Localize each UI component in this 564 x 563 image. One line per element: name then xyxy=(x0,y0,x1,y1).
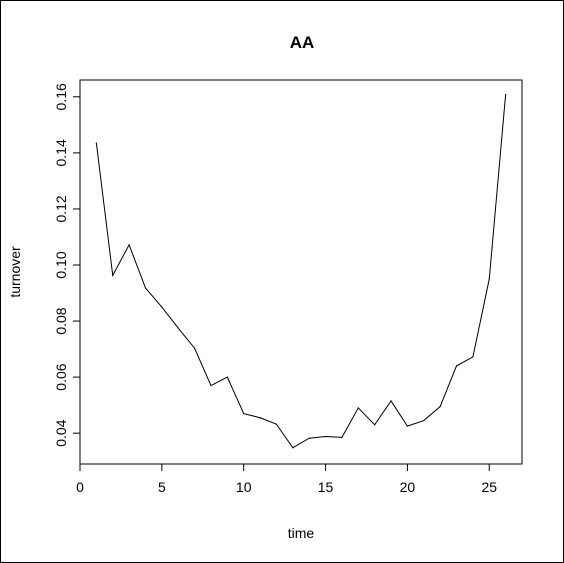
data-point xyxy=(292,447,294,449)
data-point xyxy=(505,93,507,96)
data-point xyxy=(357,407,359,409)
y-axis-label: turnover xyxy=(7,246,23,298)
y-tick-label: 0.14 xyxy=(53,139,69,166)
x-tick-label: 15 xyxy=(318,479,334,495)
x-axis-label: time xyxy=(288,525,315,541)
x-axis: 0 5 10 15 20 25 xyxy=(76,464,497,495)
y-tick-label: 0.10 xyxy=(53,251,69,278)
data-point xyxy=(210,384,212,387)
data-point xyxy=(406,425,409,427)
data-point xyxy=(226,376,228,378)
x-tick-label: 5 xyxy=(158,479,166,495)
data-point xyxy=(128,244,130,246)
data-point xyxy=(374,424,376,426)
x-tick-label: 0 xyxy=(76,479,84,495)
data-point xyxy=(95,142,97,144)
data-point xyxy=(275,423,278,425)
data-point xyxy=(488,278,490,280)
data-point xyxy=(472,356,474,358)
data-point xyxy=(390,400,392,402)
data-point xyxy=(144,287,147,289)
chart-title: AA xyxy=(290,33,315,52)
data-point xyxy=(455,365,458,367)
data-point xyxy=(177,327,179,329)
data-point xyxy=(259,417,261,419)
data-point xyxy=(308,437,310,439)
y-tick-label: 0.16 xyxy=(53,83,69,110)
x-tick-label: 20 xyxy=(400,479,416,495)
y-tick-label: 0.12 xyxy=(53,195,69,222)
data-point xyxy=(439,405,441,408)
data-point xyxy=(193,347,196,349)
data-point xyxy=(112,274,114,276)
y-tick-label: 0.08 xyxy=(53,307,69,334)
data-point xyxy=(161,306,163,308)
x-tick-label: 10 xyxy=(236,479,252,495)
y-tick-label: 0.06 xyxy=(53,363,69,390)
data-point xyxy=(423,419,425,422)
x-tick-label: 25 xyxy=(481,479,497,495)
plot-box xyxy=(79,79,523,465)
data-point xyxy=(243,412,245,415)
series-layer xyxy=(95,93,507,449)
data-point xyxy=(341,436,343,438)
data-point xyxy=(324,435,327,438)
y-axis: 0.04 0.06 0.08 0.10 0.12 0.14 0.16 xyxy=(53,83,80,447)
y-tick-label: 0.04 xyxy=(53,419,69,446)
series-line xyxy=(95,94,507,449)
